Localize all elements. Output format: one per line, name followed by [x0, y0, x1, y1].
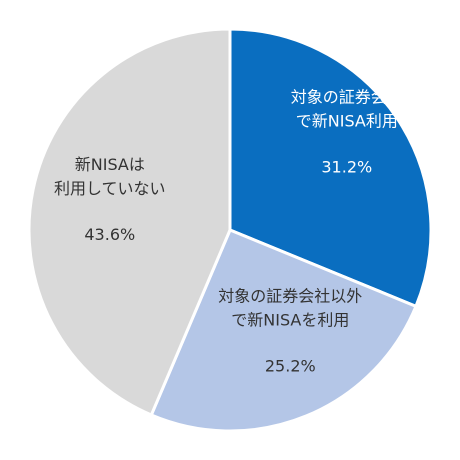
pie-slice-2 — [149, 228, 418, 433]
slice-1-label-line-1: 対象の証券会社 — [291, 88, 403, 107]
slice-1-value-label: 31.2% — [321, 158, 372, 177]
slice-2-value-label: 25.2% — [265, 356, 316, 375]
slice-3-label-line-2: 利用していない — [54, 179, 166, 198]
pie-slice-1 — [228, 27, 433, 309]
slice-1-label-line-2: で新NISA利用 — [296, 112, 398, 131]
pie-slice-3 — [27, 27, 232, 417]
slice-2-label-line-1: 対象の証券会社以外 — [218, 286, 362, 305]
slice-3-label-line-1: 新NISAは — [75, 155, 145, 174]
slice-3-value-label: 43.6% — [84, 225, 135, 244]
slices-layer — [27, 27, 433, 433]
slice-2-label-line-2: で新NISAを利用 — [231, 310, 349, 329]
